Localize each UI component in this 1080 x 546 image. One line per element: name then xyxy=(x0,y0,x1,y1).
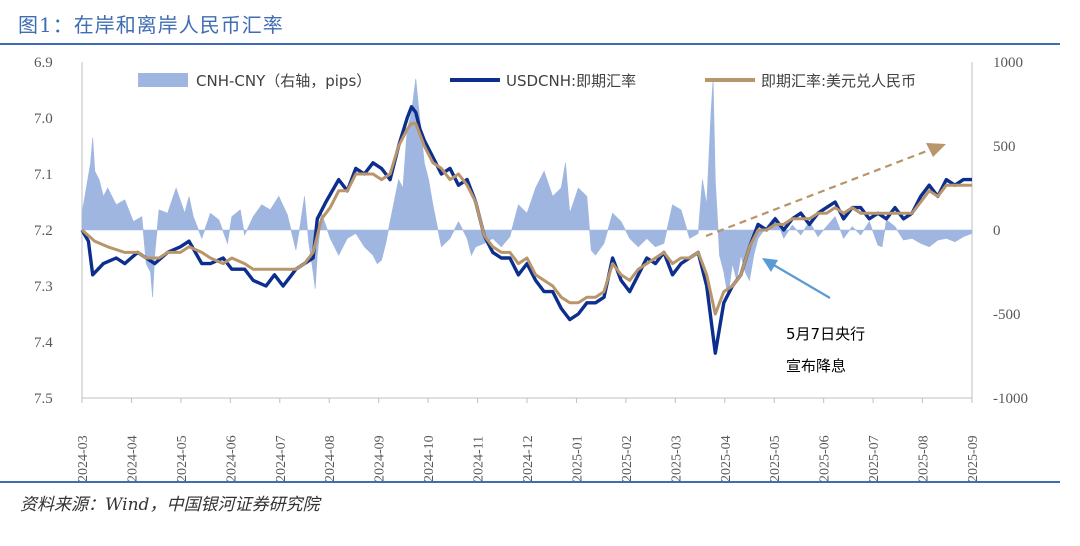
y-left-tick-label: 7.0 xyxy=(34,111,53,127)
y-left-tick-label: 7.3 xyxy=(34,279,53,295)
x-tick-label: 2025-09 xyxy=(966,435,981,482)
x-tick-label: 2024-06 xyxy=(224,435,239,482)
y-left-tick-label: 7.2 xyxy=(34,223,53,239)
legend-label-usdcny: 即期汇率:美元兑人民币 xyxy=(761,72,916,90)
pointer-arrow-line xyxy=(771,263,831,299)
annotation-line-1: 5月7日央行 xyxy=(786,325,865,343)
x-tick-label: 2024-03 xyxy=(76,435,91,482)
x-tick-label: 2024-11 xyxy=(472,436,487,482)
y-left-tick-label: 6.9 xyxy=(34,55,53,71)
x-tick-label: 2024-05 xyxy=(175,435,190,482)
y-left-tick-label: 7.5 xyxy=(34,391,53,407)
y-left-tick-label: 7.1 xyxy=(34,167,53,183)
x-tick-label: 2025-06 xyxy=(818,435,833,482)
y-right-tick-label: 1000 xyxy=(993,55,1023,71)
y-right-tick-label: 0 xyxy=(993,223,1001,239)
trend-arrow-line xyxy=(705,147,933,238)
x-tick-label: 2025-08 xyxy=(917,435,932,482)
annotation-line-2: 宣布降息 xyxy=(786,357,846,375)
axis-ticks: 6.9 7.0 7.1 7.2 7.3 7.4 7.5 1000 500 0 -500 -1000 20… xyxy=(34,55,1028,482)
legend-swatch-spread xyxy=(138,73,188,87)
y-right-tick-label: -500 xyxy=(993,307,1021,323)
footer-divider xyxy=(0,481,1060,483)
x-tick-label: 2024-07 xyxy=(274,435,289,482)
x-tick-label: 2024-09 xyxy=(373,435,388,482)
rate-lines xyxy=(80,105,972,355)
x-tick-label: 2025-02 xyxy=(620,435,635,482)
title-divider xyxy=(0,43,1060,45)
x-tick-label: 2024-04 xyxy=(125,435,140,482)
x-tick-label: 2025-05 xyxy=(768,435,783,482)
x-tick-label: 2024-08 xyxy=(323,435,338,482)
legend-label-usdcnh: USDCNH:即期汇率 xyxy=(506,72,636,90)
x-tick-label: 2025-04 xyxy=(719,435,734,482)
legend: CNH-CNY（右轴，pips） USDCNH:即期汇率 即期汇率:美元兑人民币 xyxy=(138,72,916,90)
x-tick-label: 2025-01 xyxy=(570,435,585,482)
legend-label-spread: CNH-CNY（右轴，pips） xyxy=(196,72,371,90)
y-right-tick-label: 500 xyxy=(993,139,1016,155)
x-tick-label: 2024-12 xyxy=(521,435,536,482)
pointer-arrow-head xyxy=(762,258,778,272)
usdcnh-line xyxy=(80,105,972,355)
usdcny-line xyxy=(81,122,972,316)
y-left-tick-label: 7.4 xyxy=(34,335,53,351)
x-tick-label: 2025-07 xyxy=(867,435,882,482)
x-tick-label: 2025-03 xyxy=(669,435,684,482)
x-tick-label: 2024-10 xyxy=(422,435,437,482)
trend-arrow-head xyxy=(926,143,946,157)
figure-title: 图1：在岸和离岸人民币汇率 xyxy=(18,13,284,37)
y-right-tick-label: -1000 xyxy=(993,391,1028,407)
source-note: 资料来源：Wind，中国银河证券研究院 xyxy=(20,495,320,515)
